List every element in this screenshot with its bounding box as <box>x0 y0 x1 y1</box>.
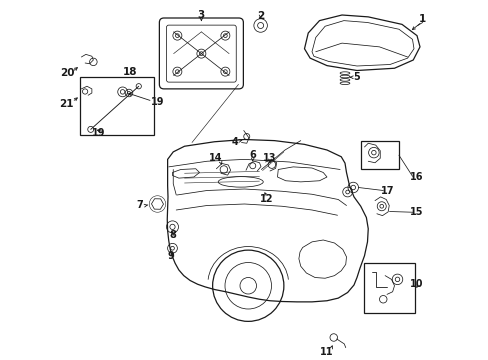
Text: 11: 11 <box>319 347 332 357</box>
Text: 9: 9 <box>168 251 174 261</box>
Text: 21: 21 <box>59 99 74 109</box>
Text: 20: 20 <box>60 68 75 78</box>
Text: 8: 8 <box>169 230 176 240</box>
Text: 19: 19 <box>92 128 105 138</box>
Ellipse shape <box>340 78 349 81</box>
Text: 13: 13 <box>263 153 276 162</box>
Text: 6: 6 <box>249 150 256 160</box>
Ellipse shape <box>340 82 349 85</box>
Text: 15: 15 <box>409 207 423 217</box>
Bar <box>80 77 154 135</box>
Text: 18: 18 <box>122 67 137 77</box>
Bar <box>364 262 414 313</box>
Text: 3: 3 <box>197 10 204 21</box>
Ellipse shape <box>340 75 349 78</box>
Text: 12: 12 <box>260 194 273 204</box>
Text: 16: 16 <box>408 172 422 182</box>
Text: 4: 4 <box>231 137 238 147</box>
Ellipse shape <box>340 72 349 75</box>
Text: 1: 1 <box>418 14 425 24</box>
Text: 7: 7 <box>137 201 143 211</box>
Text: 17: 17 <box>380 185 394 195</box>
Text: 10: 10 <box>409 279 423 289</box>
Text: 5: 5 <box>353 72 360 82</box>
Bar <box>361 141 398 170</box>
Text: 2: 2 <box>257 11 264 21</box>
Text: 14: 14 <box>208 153 222 163</box>
Text: 19: 19 <box>150 97 164 107</box>
